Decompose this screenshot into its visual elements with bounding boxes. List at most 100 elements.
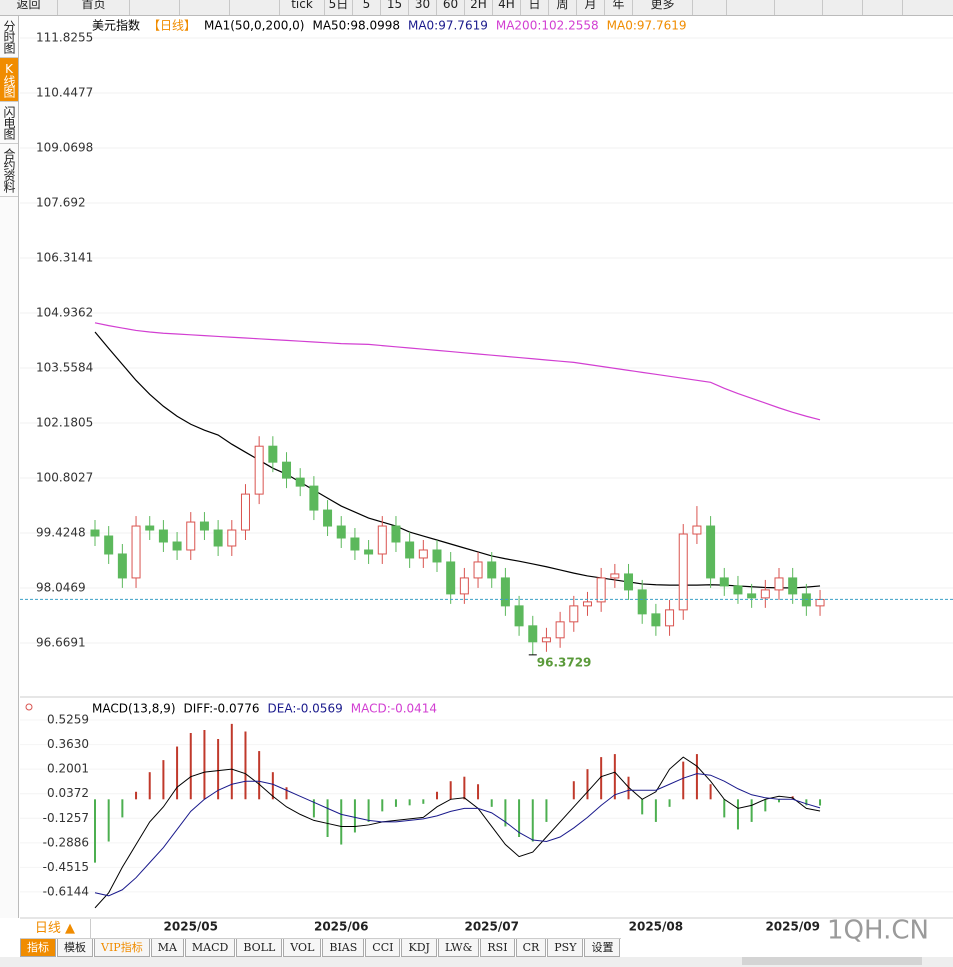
period-60[interactable]: 60 (437, 0, 465, 15)
legend-entry: DIFF:-0.0776 (184, 702, 260, 716)
period-year[interactable]: 年 (605, 0, 633, 15)
more-button[interactable]: 更多 (633, 0, 693, 15)
candle-body (733, 585, 743, 595)
sidebar-tab[interactable]: 合约资料 (0, 144, 18, 197)
legend-entry: MA0:97.7619 (607, 19, 687, 33)
period-month[interactable]: 月 (577, 0, 605, 15)
y-tick-label: -0.1257 (43, 811, 89, 825)
period-week[interactable]: 周 (549, 0, 577, 15)
indicator-tab[interactable]: MA (150, 939, 184, 957)
y-tick-label: -0.4515 (43, 860, 89, 874)
candle-body (637, 589, 647, 615)
candle-body (596, 577, 606, 603)
candle-body (788, 577, 798, 595)
candle-body (377, 525, 387, 555)
period-5[interactable]: 5 (353, 0, 381, 15)
ma-line (94, 331, 821, 589)
candle-body (514, 605, 524, 627)
x-tick-label: 2025/07 (464, 920, 518, 934)
indicator-tab[interactable]: BIAS (322, 939, 365, 957)
candle-body (760, 589, 770, 599)
y-tick-label: 109.0698 (36, 141, 93, 155)
candle-body (500, 577, 510, 607)
formula-button[interactable] (693, 0, 727, 15)
candle-body (145, 525, 155, 531)
zoom-out-button[interactable] (727, 0, 775, 15)
indicator-tab[interactable]: LW& (437, 939, 480, 957)
period-30[interactable]: 30 (409, 0, 437, 15)
candle-body (473, 561, 483, 579)
indicator-tab[interactable]: VOL (283, 939, 322, 957)
indicator-tab[interactable]: 指标 (20, 939, 56, 957)
y-tick-label: 107.692 (36, 196, 86, 210)
refresh-button[interactable] (130, 0, 180, 15)
candle-body (528, 625, 538, 643)
indicator-tab[interactable]: VIP指标 (94, 939, 150, 957)
candle-body (706, 525, 716, 579)
legend-entry: MACD(13,8,9) (92, 702, 176, 716)
indicator-tab[interactable]: CR (515, 939, 547, 957)
y-tick-label: 110.4477 (36, 86, 93, 100)
indicator-tab[interactable]: BOLL (236, 939, 283, 957)
period-5d[interactable]: 5日 (325, 0, 353, 15)
indicator-tab[interactable]: RSI (480, 939, 515, 957)
indicator-tab[interactable]: PSY (547, 939, 584, 957)
candle-body (487, 561, 497, 579)
indicator-tab[interactable]: 模板 (57, 939, 93, 957)
candle-body (569, 605, 579, 623)
candle-button[interactable] (230, 0, 280, 15)
x-tick-label: 2025/09 (765, 920, 819, 934)
back-button[interactable]: 返回 (0, 0, 58, 15)
period-day[interactable]: 日 (521, 0, 549, 15)
home-button[interactable]: 首页 (58, 0, 130, 15)
sidebar-tab-active[interactable]: K线图 (0, 58, 18, 102)
candle-body (227, 529, 237, 547)
macd-line (94, 756, 821, 909)
indicator-tab[interactable]: 设置 (584, 939, 621, 957)
candle-body (336, 525, 346, 539)
draw-button[interactable] (823, 0, 863, 15)
chart-type-button[interactable] (180, 0, 230, 15)
candle-body (131, 525, 141, 579)
indicator-tab[interactable]: MACD (184, 939, 236, 957)
min-label: 96.3729 (537, 655, 592, 669)
indicator-tab[interactable]: CCI (365, 939, 401, 957)
settings-icon (25, 703, 33, 711)
shape-button[interactable] (863, 0, 903, 15)
sidebar: 分时图 K线图 闪电图 合约资料 (0, 16, 19, 918)
candle-body (90, 529, 100, 537)
legend-entry: 美元指数 (92, 18, 140, 33)
candle-body (678, 533, 688, 611)
x-tick-label: 2025/08 (629, 920, 683, 934)
sidebar-tab[interactable]: 闪电图 (0, 102, 18, 144)
candle-body (651, 613, 661, 627)
candle-body (624, 573, 634, 591)
candle-body (719, 577, 729, 587)
scroll-thumb[interactable] (742, 957, 922, 965)
y-tick-label: 100.8027 (36, 471, 93, 485)
sidebar-tab[interactable]: 分时图 (0, 16, 18, 58)
candle-body (446, 561, 456, 595)
candle-body (692, 525, 702, 535)
tick-button[interactable]: tick (280, 0, 325, 15)
candle-body (665, 609, 675, 627)
candle-body (268, 445, 278, 463)
legend-entry: 【日线】 (148, 19, 196, 33)
candle-body (172, 541, 182, 551)
period-2h[interactable]: 2H (465, 0, 493, 15)
candle-body (774, 577, 784, 591)
period-button[interactable]: 日线 ▲ (20, 919, 91, 938)
candle-body (418, 549, 428, 559)
candle-body (582, 601, 592, 607)
period-4h[interactable]: 4H (493, 0, 521, 15)
candle-body (747, 593, 757, 599)
candle-body (815, 598, 825, 607)
indicator-tabs: 指标 模板 VIP指标 MA MACD BOLL VOL BIAS CCI KDJ LW& RSI CR… (20, 938, 622, 957)
indicator-tab[interactable]: KDJ (401, 939, 437, 957)
y-tick-label: 0.2001 (47, 762, 89, 776)
period-15[interactable]: 15 (381, 0, 409, 15)
y-tick-label: 0.3630 (47, 737, 89, 751)
zoom-in-button[interactable] (775, 0, 823, 15)
y-tick-label: 0.5259 (47, 713, 89, 727)
